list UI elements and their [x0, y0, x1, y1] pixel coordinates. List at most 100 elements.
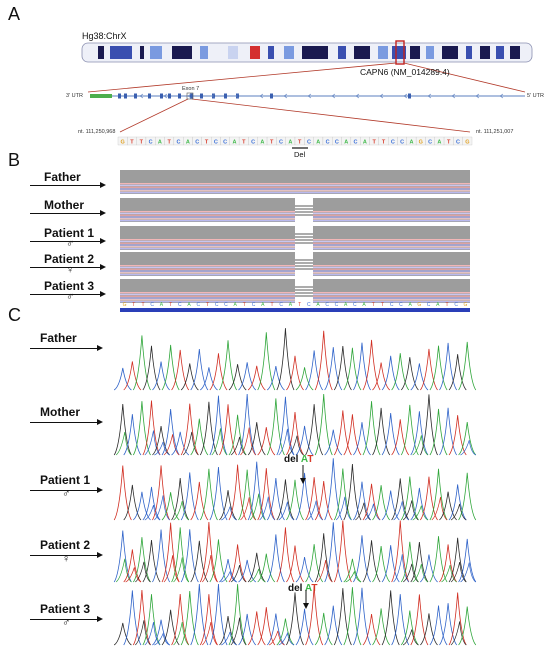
strand-arrow — [307, 93, 312, 99]
chromatogram-peak — [295, 367, 314, 391]
chromatogram-peak — [458, 538, 477, 583]
chromatogram-peak — [266, 478, 285, 521]
exon-block — [134, 93, 137, 99]
chromosome-band — [98, 46, 104, 59]
reference-base: A — [260, 140, 264, 146]
chromatogram-peak — [372, 608, 391, 646]
reference-base-cell — [462, 136, 473, 146]
zoom-line-left — [87, 62, 397, 93]
arrow-head — [97, 552, 103, 558]
chromatogram-peak — [132, 335, 151, 391]
reference-base: A — [437, 140, 441, 146]
chromatogram-peak — [372, 362, 390, 391]
chromatogram-peak — [458, 341, 477, 391]
strand-arrow — [139, 93, 144, 99]
sequence-base: T — [372, 302, 375, 308]
sequence-base: A — [316, 302, 320, 308]
chromatogram-trace — [113, 584, 477, 646]
sequence-base: T — [169, 302, 172, 308]
arrow-head — [100, 291, 106, 297]
chromatogram-secondary-peak — [144, 622, 161, 646]
chromatogram-peak — [439, 544, 458, 583]
chromatogram-secondary-peak — [221, 631, 237, 646]
chromosome-band — [426, 46, 434, 59]
chromatogram-peak — [362, 339, 381, 391]
chromosome-band — [228, 46, 238, 59]
chromatogram-peak — [113, 367, 132, 391]
chromatogram-secondary-peak — [249, 568, 266, 583]
chromatogram-peak — [391, 478, 410, 521]
chromatogram-peak — [276, 328, 295, 391]
reference-base: T — [447, 140, 451, 146]
deletion-gap — [295, 252, 313, 276]
utr5-label: 5' UTR — [527, 93, 544, 99]
chromatogram-peak — [286, 545, 304, 583]
chromatogram-peak — [429, 605, 448, 646]
chromatogram-peak — [247, 611, 266, 646]
chromatogram-peak — [362, 483, 381, 521]
exon-block — [408, 93, 411, 99]
deleted-base-t: T — [307, 454, 314, 465]
reference-base: C — [177, 140, 181, 146]
chromosome-band — [200, 46, 208, 59]
arrow-head — [97, 487, 103, 493]
strand-arrow — [259, 93, 264, 99]
panel-a-letter: A — [8, 4, 21, 24]
chromatogram-peak — [199, 522, 218, 583]
chromatogram-peak — [219, 404, 237, 456]
chromatogram-secondary-peak — [182, 431, 199, 456]
arrow-head — [100, 238, 106, 244]
chromatogram-peak — [199, 594, 218, 646]
chromatogram-peak — [247, 422, 266, 456]
chromatogram-peak — [410, 594, 429, 646]
strand-arrows — [139, 93, 504, 99]
arrow-head — [100, 210, 106, 216]
arrow-line — [30, 619, 98, 620]
panel-b-letter: B — [8, 150, 21, 170]
chromatogram-peak — [219, 340, 237, 391]
chromatogram-secondary-peak — [431, 496, 448, 521]
exon-block — [118, 93, 121, 99]
chromatogram-peak — [314, 533, 333, 583]
chromosome-band — [410, 46, 420, 59]
deletion-gap — [295, 279, 313, 303]
chromatogram-peak — [161, 344, 180, 391]
chromatogram-secondary-peak — [163, 434, 180, 456]
chromatogram-secondary-peak — [154, 495, 170, 521]
chromatogram-peak — [324, 522, 343, 583]
chromatogram-peak — [305, 586, 324, 646]
strand-arrow — [427, 93, 432, 99]
arrow-line — [30, 213, 102, 214]
strand-arrow — [235, 93, 240, 99]
arrow-line — [30, 422, 98, 423]
chromatogram-peak — [420, 613, 438, 646]
reference-base: C — [195, 140, 199, 146]
chromatogram-peak — [161, 522, 180, 583]
sequence-base: A — [289, 302, 293, 308]
chromatogram-peak — [439, 603, 458, 646]
reference-base: T — [140, 140, 144, 146]
sample-label: Father — [44, 170, 81, 184]
chromosome-band — [496, 46, 504, 59]
chromatogram-peak — [391, 594, 410, 646]
reference-base: T — [382, 140, 386, 146]
arrow-line — [30, 185, 102, 186]
exon-block — [212, 93, 215, 99]
male-symbol-icon: ♂ — [66, 291, 75, 303]
exon-block — [236, 93, 239, 99]
sample-label: Patient 2 — [40, 538, 91, 552]
chromosome-label: Hg38:ChrX — [82, 31, 127, 41]
arrow-line — [30, 555, 98, 556]
chromatogram-secondary-peak — [173, 557, 190, 583]
chromatogram-peak — [353, 481, 371, 521]
sequence-base: T — [298, 302, 301, 308]
chromatogram-peak — [429, 345, 448, 391]
chromatogram-peak — [372, 485, 391, 521]
chromatogram-peak — [142, 539, 161, 583]
chromatogram-peak — [324, 429, 343, 456]
arrow-line — [30, 294, 102, 295]
chromosome-band — [172, 46, 192, 59]
strand-arrow — [451, 93, 456, 99]
chromatogram-peak — [113, 404, 132, 456]
chromatogram-peak — [400, 357, 419, 391]
